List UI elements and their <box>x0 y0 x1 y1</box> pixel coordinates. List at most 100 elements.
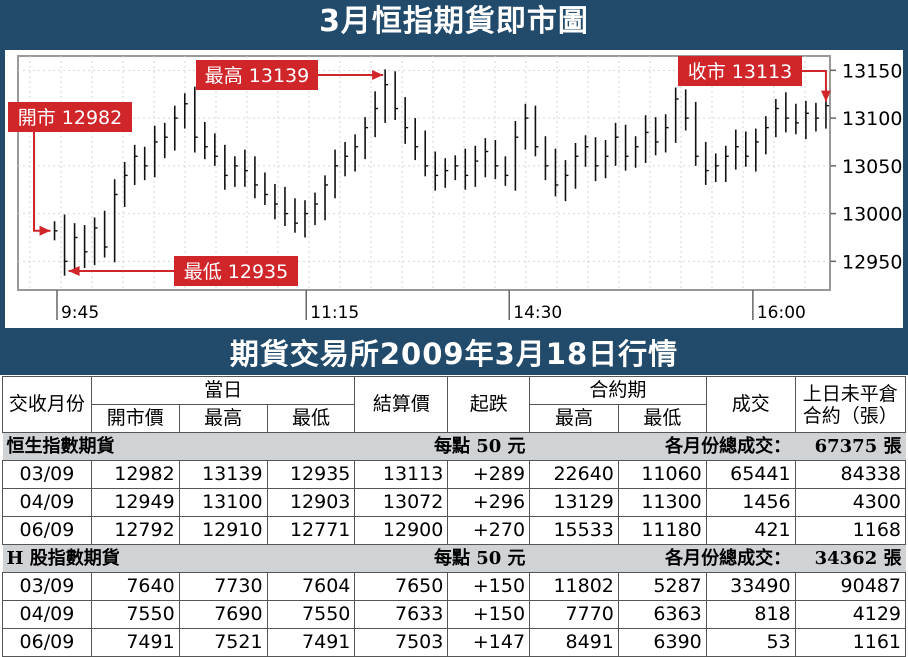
table-cell: 1456 <box>705 488 796 517</box>
table-row: 06/09 12792 12910 12771 12900 +270 15533 11180 4… <box>2 516 907 545</box>
header-low: 最低 <box>266 404 356 433</box>
x-tick-label: 11:15 <box>310 303 359 323</box>
table-cell: 5287 <box>617 572 707 601</box>
table-cell: 13072 <box>354 488 449 517</box>
table-body: 恒生指數期貨 每點 50 元各月份總成交： 67375 張 03/09 12982 131… <box>2 432 907 657</box>
table-cell: 7690 <box>178 600 268 629</box>
table-cell: 7491 <box>90 628 180 657</box>
table-row: 04/09 7550 7690 7550 7633 +150 7770 6363 818 4129 <box>2 600 907 629</box>
table-cell: 12949 <box>90 488 180 517</box>
table-cell: 7491 <box>266 628 356 657</box>
section-total: 67375 張 <box>795 432 906 461</box>
header-settle: 結算價 <box>354 376 449 433</box>
table-cell: 33490 <box>705 572 796 601</box>
x-tick-label: 9:45 <box>61 303 99 323</box>
table-cell: 13139 <box>178 460 268 489</box>
table-cell: 7604 <box>266 572 356 601</box>
table-cell: 13113 <box>354 460 449 489</box>
table-cell: +296 <box>447 488 531 517</box>
grid-lines <box>18 56 830 290</box>
table-cell: 7550 <box>266 600 356 629</box>
table-cell: 7650 <box>354 572 449 601</box>
table-cell: 8491 <box>529 628 619 657</box>
table-cell: 13129 <box>529 488 619 517</box>
table-cell: 818 <box>705 600 796 629</box>
table-cell: +150 <box>447 600 531 629</box>
table-cell: 06/09 <box>2 628 92 657</box>
table-cell: 03/09 <box>2 572 92 601</box>
arrow-close-head <box>820 90 831 102</box>
label-close-box <box>678 56 802 86</box>
y-tick-label: 13050 <box>842 156 902 178</box>
y-tick-label: 13000 <box>842 204 902 226</box>
section-name: 恒生指數期貨 <box>2 432 355 461</box>
section-total-label: 各月份總成交： <box>529 544 796 573</box>
header-open: 開市價 <box>90 404 180 433</box>
y-tick-label: 12950 <box>842 251 902 273</box>
intraday-chart: 12950 13000 13050 13100 13150 9:45 11:15 14:30… <box>0 44 908 333</box>
table-cell: +147 <box>447 628 531 657</box>
table-row: 06/09 7491 7521 7491 7503 +147 8491 6390 53 1161 <box>2 628 907 657</box>
table-cell: 7633 <box>354 600 449 629</box>
table-cell: 12935 <box>266 460 356 489</box>
header-contract: 合約期 <box>529 376 707 405</box>
table-cell: 13100 <box>178 488 268 517</box>
futures-table: 交收月份 當日 結算價 起跌 合約期 成交 上日未平倉 合約（張） 開市價 最高… <box>2 376 907 657</box>
table-cell: 4129 <box>794 600 907 629</box>
table-cell: 65441 <box>705 460 796 489</box>
table-cell: 1168 <box>794 516 907 545</box>
table-cell: 6390 <box>617 628 707 657</box>
table-cell: 7550 <box>90 600 180 629</box>
label-high-box <box>196 60 318 90</box>
table-cell: 06/09 <box>2 516 92 545</box>
header-oi-line2: 合約（張） <box>802 404 898 427</box>
table-row: 03/09 7640 7730 7604 7650 +150 11802 5287 33490 9… <box>2 572 907 601</box>
label-close: 收市 13113 <box>688 61 792 83</box>
table-cell: 90487 <box>794 572 907 601</box>
header-oi-line1: 上日未平倉 <box>802 382 898 405</box>
table-cell: 03/09 <box>2 460 92 489</box>
table-cell: 12900 <box>354 516 449 545</box>
header-volume: 成交 <box>705 376 796 433</box>
table-cell: +289 <box>447 460 531 489</box>
table-cell: 04/09 <box>2 488 92 517</box>
table-cell: 6363 <box>617 600 707 629</box>
header-day: 當日 <box>90 376 356 405</box>
section-name: H 股指數期貨 <box>2 544 355 573</box>
x-tick-label: 16:00 <box>757 303 806 323</box>
table-cell: 421 <box>705 516 796 545</box>
label-open-box <box>8 102 132 132</box>
y-tick-label: 13100 <box>842 108 902 130</box>
header-contract-high: 最高 <box>529 404 619 433</box>
y-axis-ticks: 12950 13000 13050 13100 13150 <box>830 60 902 273</box>
table-cell: 15533 <box>529 516 619 545</box>
x-tick-label: 14:30 <box>513 303 562 323</box>
header-open-interest: 上日未平倉 合約（張） <box>794 376 907 433</box>
table-title: 期貨交易所2009年3月18日行情 <box>0 333 908 375</box>
table-cell: 11180 <box>617 516 707 545</box>
table-cell: 12910 <box>178 516 268 545</box>
table-cell: 12771 <box>266 516 356 545</box>
table-cell: 12982 <box>90 460 180 489</box>
header-change: 起跌 <box>447 376 531 433</box>
table-cell: 04/09 <box>2 600 92 629</box>
table-cell: +150 <box>447 572 531 601</box>
section-total: 34362 張 <box>795 544 906 573</box>
table-cell: 7730 <box>178 572 268 601</box>
label-low-box <box>174 256 298 286</box>
table-cell: 53 <box>705 628 796 657</box>
table-cell: 7521 <box>178 628 268 657</box>
table-cell: 84338 <box>794 460 907 489</box>
table-cell: 11060 <box>617 460 707 489</box>
arrow-open-head <box>39 225 51 236</box>
label-open: 開市 12982 <box>18 107 122 129</box>
table-cell: 11802 <box>529 572 619 601</box>
table-row: 03/09 12982 13139 12935 13113 +289 22640 11060 6… <box>2 460 907 489</box>
section-per-point: 每點 50 元 <box>354 544 530 573</box>
header-contract-low: 最低 <box>617 404 707 433</box>
plot-area <box>17 55 831 291</box>
table-cell: +270 <box>447 516 531 545</box>
section-per-point: 每點 50 元 <box>354 432 530 461</box>
table-cell: 12903 <box>266 488 356 517</box>
